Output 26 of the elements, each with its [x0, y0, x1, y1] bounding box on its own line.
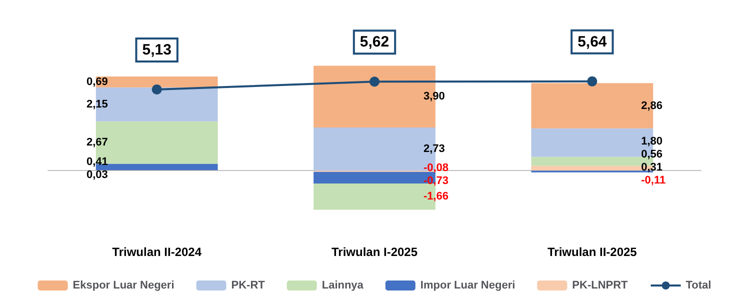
data-label: 0,03 — [86, 169, 108, 182]
data-label: 0,69 — [86, 76, 108, 88]
x-tick-label: Triwulan II-2024 — [112, 245, 202, 259]
x-tick-label: Triwulan II-2025 — [547, 245, 638, 259]
data-label: 2,67 — [86, 136, 108, 149]
data-label: -1,66 — [423, 190, 449, 203]
legend-label: Ekspor Luar Negeri — [72, 280, 174, 292]
legend-label: PK-LNPRT — [572, 280, 628, 292]
data-label: 5,64 — [578, 33, 608, 50]
legend-label: Impor Luar Negeri — [420, 280, 516, 292]
data-label: 0,41 — [86, 156, 108, 168]
data-label: 5,62 — [360, 34, 390, 51]
data-label: 2,86 — [641, 100, 663, 112]
legend-label: Total — [686, 280, 712, 292]
data-label: 2,15 — [86, 98, 108, 110]
data-label: -0,11 — [641, 174, 666, 186]
data-label: 0,56 — [641, 148, 663, 160]
data-label: 0,31 — [641, 161, 663, 174]
data-label: 1,80 — [641, 135, 663, 148]
legend-label: PK-RT — [231, 280, 266, 292]
data-label: 2,73 — [423, 143, 445, 156]
data-label: 3,90 — [423, 90, 445, 103]
data-label: 5,13 — [142, 41, 172, 58]
data-label: -0,08 — [423, 162, 449, 174]
x-tick-label: Triwulan I-2025 — [331, 245, 418, 259]
legend-label: Lainnya — [322, 280, 364, 292]
